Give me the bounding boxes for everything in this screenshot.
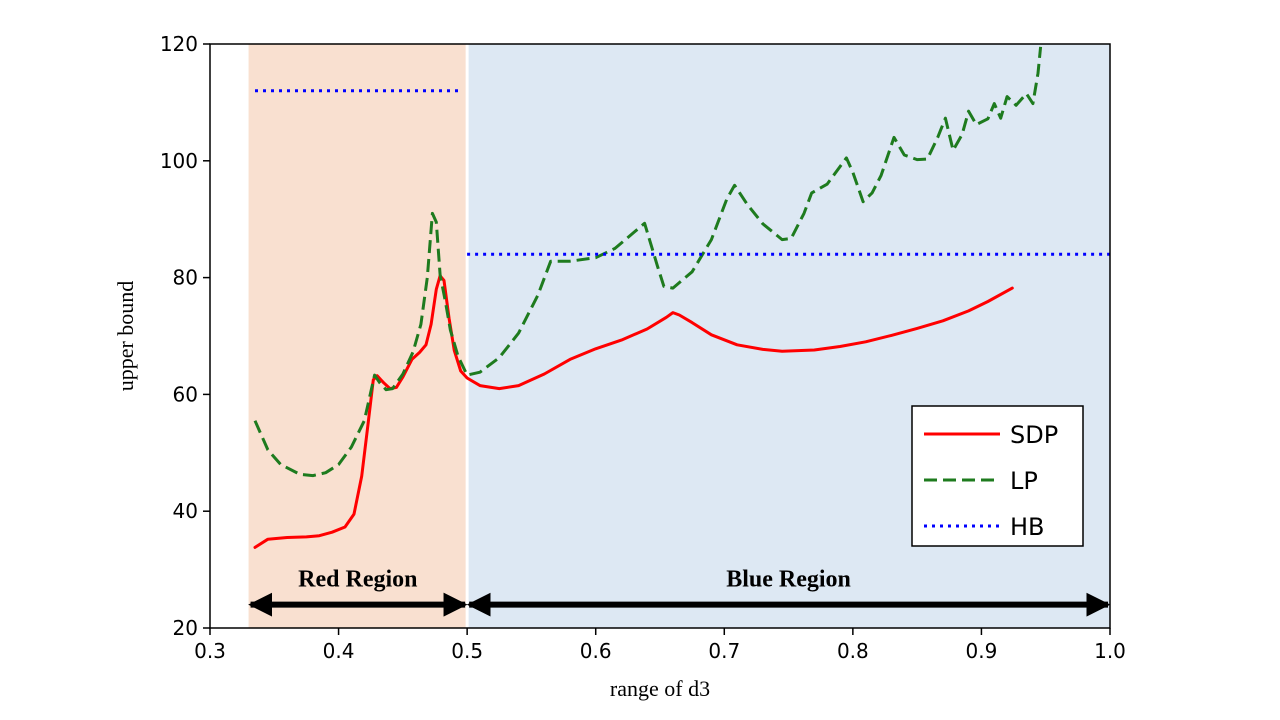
x-tick-label: 0.5 — [451, 639, 483, 663]
legend: SDP LP HB — [911, 405, 1084, 547]
x-tick-label: 1.0 — [1094, 639, 1126, 663]
x-tick-label: 0.3 — [194, 639, 226, 663]
region-0 — [248, 44, 468, 628]
legend-label-sdp: SDP — [1010, 421, 1058, 449]
y-tick-label: 100 — [160, 149, 198, 173]
series-sdp-line — [253, 274, 1014, 549]
region-label-0: Red Region — [298, 567, 417, 593]
x-axis-title: range of d3 — [610, 676, 710, 701]
y-tick-label: 20 — [173, 616, 198, 640]
y-tick-label: 80 — [173, 266, 198, 290]
plot-frame — [209, 43, 1111, 629]
x-tick-label: 0.4 — [323, 639, 355, 663]
y-axis-title: upper bound — [113, 281, 138, 392]
legend-label-hb: HB — [1010, 513, 1045, 541]
legend-label-lp: LP — [1010, 467, 1038, 495]
y-tick-label: 60 — [173, 382, 198, 406]
series-lp-line — [253, 46, 1043, 478]
x-tick-label: 0.6 — [580, 639, 612, 663]
ticks-layer: 0.3 0.4 0.5 0.6 0.7 0.8 0.9 1.0 20 40 60 80 100 120 — [160, 32, 1126, 663]
y-tick-label: 120 — [160, 32, 198, 56]
legend-frame — [911, 405, 1084, 547]
x-tick-label: 0.9 — [966, 639, 998, 663]
y-tick-label: 40 — [173, 499, 198, 523]
x-tick-label: 0.8 — [837, 639, 869, 663]
annotation-layer: Red Region Blue Region — [248, 567, 1111, 617]
x-tick-label: 0.7 — [708, 639, 740, 663]
region-label-1: Blue Region — [726, 567, 851, 593]
series-layer — [253, 46, 1110, 549]
